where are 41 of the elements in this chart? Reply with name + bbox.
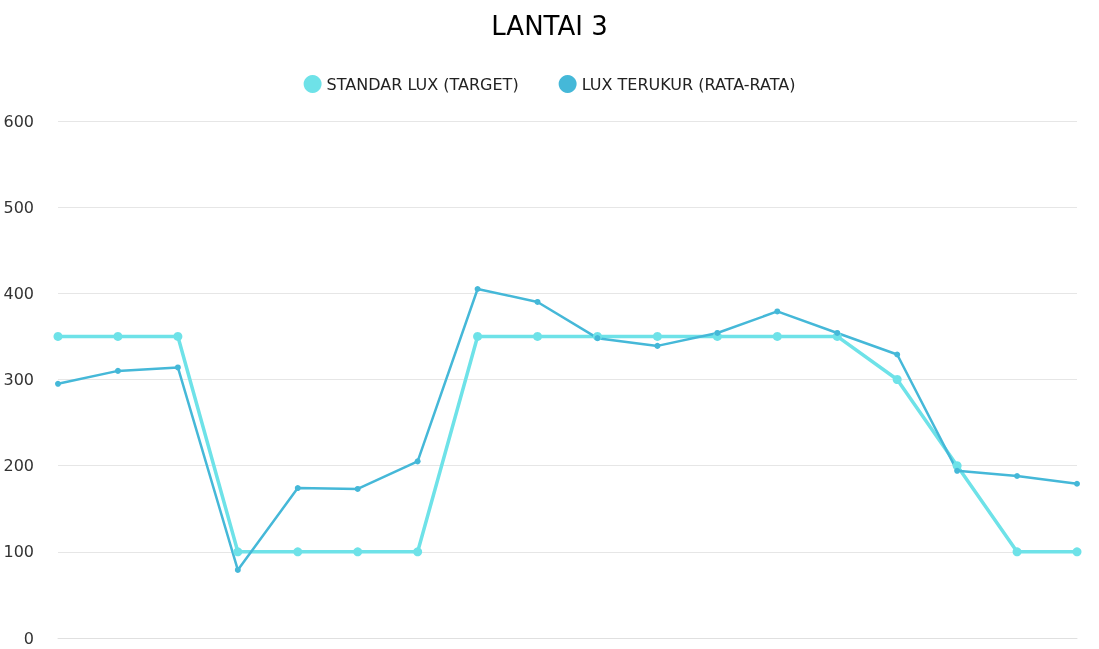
legend-label: STANDAR LUX (TARGET) <box>326 74 519 94</box>
point <box>294 485 301 492</box>
y-tick-label: 0 <box>23 628 34 648</box>
point <box>234 566 241 573</box>
point <box>113 331 123 341</box>
point <box>714 329 721 336</box>
point <box>173 331 183 341</box>
chart-title: LANTAI 3 <box>491 11 608 41</box>
point <box>892 375 902 384</box>
point <box>894 351 901 358</box>
point <box>1074 480 1080 487</box>
point <box>652 331 662 341</box>
point <box>293 547 303 557</box>
point <box>772 331 782 341</box>
point <box>1072 547 1082 557</box>
legend-label: LUX TERUKUR (RATA-RATA) <box>581 74 796 94</box>
point <box>834 329 841 336</box>
y-tick-label: 600 <box>3 111 34 131</box>
point <box>353 547 363 557</box>
y-tick-label: 200 <box>3 456 34 476</box>
point <box>354 485 361 492</box>
point <box>474 286 481 293</box>
point <box>594 335 601 342</box>
point <box>473 331 483 341</box>
point <box>954 467 961 474</box>
point <box>233 547 243 557</box>
point <box>414 458 421 465</box>
point <box>55 380 61 387</box>
point <box>53 331 63 341</box>
point <box>114 367 121 374</box>
point <box>534 298 541 305</box>
point <box>533 331 543 341</box>
y-tick-label: 100 <box>3 542 34 562</box>
point <box>413 547 423 557</box>
point <box>174 364 181 371</box>
point <box>1014 473 1021 480</box>
point <box>1012 547 1022 557</box>
y-tick-label: 400 <box>3 283 34 303</box>
point <box>654 342 661 349</box>
y-tick-label: 500 <box>3 197 34 217</box>
y-tick-label: 300 <box>3 370 34 389</box>
